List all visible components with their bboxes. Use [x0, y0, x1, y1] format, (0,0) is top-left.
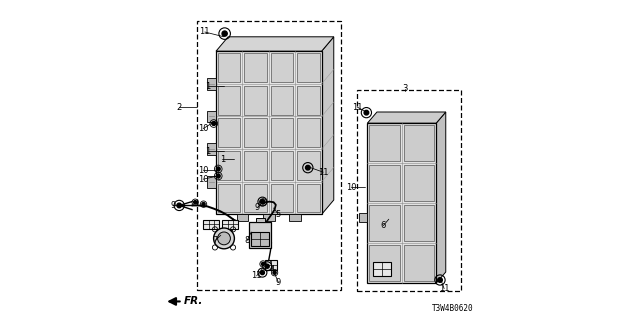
Circle shape — [260, 200, 264, 204]
Bar — [367, 123, 436, 283]
Text: 1: 1 — [205, 82, 211, 91]
Text: 10: 10 — [346, 183, 356, 192]
Text: FR.: FR. — [184, 296, 204, 307]
Bar — [404, 205, 435, 241]
Bar — [297, 151, 320, 180]
Text: 2: 2 — [177, 103, 182, 112]
Bar — [297, 118, 320, 147]
Bar — [237, 214, 248, 221]
Bar — [359, 213, 367, 222]
Bar — [244, 53, 267, 82]
Bar — [216, 51, 322, 214]
Bar — [207, 111, 216, 122]
Text: 10: 10 — [198, 175, 209, 184]
Bar — [297, 86, 320, 115]
Text: 9: 9 — [170, 201, 175, 210]
Circle shape — [193, 201, 197, 204]
Bar — [249, 222, 271, 248]
Circle shape — [273, 271, 276, 274]
Polygon shape — [322, 37, 334, 214]
Text: 1: 1 — [205, 147, 211, 156]
Text: 11: 11 — [318, 168, 328, 177]
Bar — [297, 184, 320, 212]
Bar — [357, 90, 461, 291]
Bar — [263, 214, 275, 221]
Text: 9: 9 — [276, 278, 281, 287]
Bar — [271, 184, 293, 212]
Text: 7: 7 — [212, 236, 218, 245]
Bar — [289, 214, 301, 221]
Text: 11: 11 — [439, 284, 449, 293]
Ellipse shape — [218, 232, 230, 245]
Bar — [404, 245, 435, 281]
Circle shape — [202, 203, 205, 206]
Text: 11: 11 — [352, 103, 363, 112]
Bar — [207, 143, 216, 155]
Bar — [297, 53, 320, 82]
Bar — [244, 151, 267, 180]
Circle shape — [262, 262, 265, 266]
Bar — [244, 86, 267, 115]
Text: 9: 9 — [255, 203, 260, 212]
Bar — [244, 184, 267, 212]
Circle shape — [212, 122, 216, 125]
Bar — [197, 21, 341, 290]
Bar — [207, 78, 216, 90]
Polygon shape — [216, 37, 334, 51]
Text: 10: 10 — [198, 166, 209, 175]
Bar — [244, 118, 267, 147]
Text: T3W4B0620: T3W4B0620 — [432, 304, 474, 313]
Bar — [265, 260, 277, 270]
Text: 10: 10 — [198, 124, 209, 133]
Circle shape — [260, 271, 264, 275]
Circle shape — [364, 110, 369, 115]
Bar — [373, 262, 390, 276]
Bar — [404, 165, 435, 201]
Bar — [256, 218, 265, 222]
Circle shape — [305, 165, 310, 170]
Bar — [369, 125, 400, 161]
Bar — [271, 53, 293, 82]
Bar — [223, 220, 239, 229]
Circle shape — [177, 203, 182, 208]
Text: 1: 1 — [220, 155, 225, 164]
Bar — [271, 118, 293, 147]
Ellipse shape — [214, 228, 234, 249]
Circle shape — [261, 200, 265, 204]
Polygon shape — [436, 112, 445, 283]
Circle shape — [265, 264, 269, 268]
Text: 11: 11 — [252, 271, 262, 280]
Bar — [218, 118, 241, 147]
Circle shape — [216, 167, 220, 171]
Bar — [218, 86, 241, 115]
Circle shape — [216, 174, 220, 178]
Bar — [271, 151, 293, 180]
Text: 3: 3 — [402, 84, 408, 93]
Bar — [218, 53, 241, 82]
Text: 4: 4 — [270, 265, 275, 274]
FancyArrowPatch shape — [170, 298, 180, 305]
Text: 11: 11 — [200, 28, 210, 36]
Bar — [369, 205, 400, 241]
Polygon shape — [367, 112, 445, 123]
Text: 8: 8 — [244, 236, 250, 245]
Bar — [251, 232, 269, 246]
Bar — [204, 220, 219, 229]
Bar — [369, 165, 400, 201]
Bar — [369, 245, 400, 281]
Text: 5: 5 — [276, 210, 281, 219]
Bar — [218, 151, 241, 180]
Bar — [404, 125, 435, 161]
Bar — [271, 86, 293, 115]
Circle shape — [222, 31, 227, 36]
Circle shape — [438, 278, 442, 282]
Bar — [207, 176, 216, 188]
Text: 6: 6 — [381, 221, 386, 230]
Bar — [218, 184, 241, 212]
